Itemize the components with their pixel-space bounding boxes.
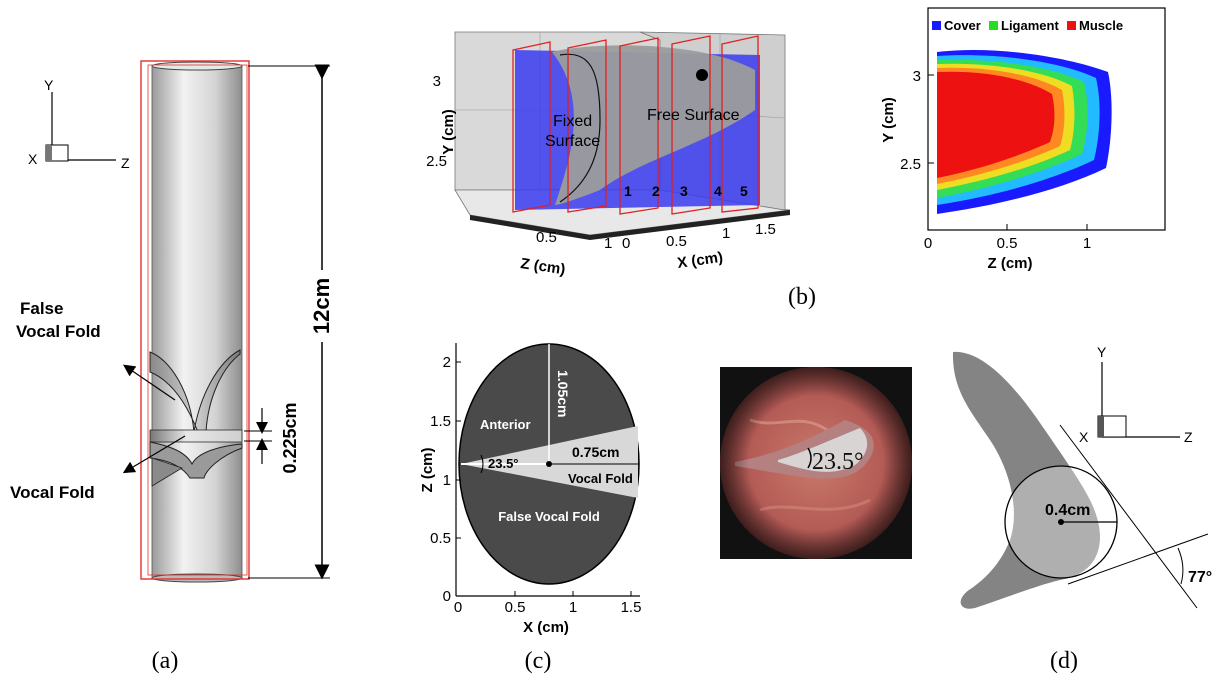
x-tick: 0.5 bbox=[666, 233, 687, 250]
y-tick: 1.5 bbox=[430, 413, 451, 430]
x-axis-label: Z (cm) bbox=[988, 255, 1033, 272]
panel-label-c: (c) bbox=[525, 648, 552, 674]
length-dimension: 12cm bbox=[248, 64, 334, 580]
panel-label-d: (d) bbox=[1050, 648, 1078, 674]
y-axis-label: Z (cm) bbox=[419, 447, 436, 492]
legend-swatch-ligament bbox=[989, 21, 998, 30]
x-tick: 1 bbox=[569, 599, 577, 616]
x-tick: 1.5 bbox=[755, 221, 776, 238]
tube-cylinder bbox=[140, 60, 250, 583]
axis-y-label: Y bbox=[1097, 344, 1107, 360]
y-tick: 2.5 bbox=[426, 153, 447, 170]
anterior-label: Anterior bbox=[480, 417, 531, 432]
section-legend: Cover Ligament Muscle bbox=[932, 18, 1123, 33]
legend-swatch-muscle bbox=[1067, 21, 1076, 30]
fold-surface bbox=[552, 45, 755, 206]
x-axis-label: X (cm) bbox=[676, 249, 724, 272]
gap-label: 0.225cm bbox=[280, 402, 300, 473]
slice-planes bbox=[512, 35, 759, 215]
x-axis-label: X (cm) bbox=[523, 619, 569, 636]
legend-label: Muscle bbox=[1079, 18, 1123, 33]
muscle-layer bbox=[937, 71, 1055, 178]
x-tick: 0 bbox=[924, 235, 932, 252]
false-vocal-fold-profile bbox=[952, 351, 1100, 609]
false-vocal-fold-label-1: False bbox=[20, 299, 63, 318]
x-tick: 0.5 bbox=[505, 599, 526, 616]
fixed-surface-label-1: Fixed bbox=[553, 113, 592, 130]
z-axis-label: Z (cm) bbox=[519, 255, 566, 278]
y-tick: 0.5 bbox=[430, 530, 451, 547]
free-surface-label: Free Surface bbox=[647, 107, 740, 124]
axis-z-label: Z bbox=[1184, 429, 1193, 445]
x-tick: 1.5 bbox=[621, 599, 642, 616]
false-vocal-fold-pointer bbox=[123, 364, 176, 401]
laryngoscope-photo: 23.5° bbox=[720, 367, 912, 559]
vocal-fold-shape bbox=[149, 429, 243, 487]
y-tick: 1 bbox=[443, 472, 451, 489]
vocal-fold-label: Vocal Fold bbox=[568, 471, 633, 486]
panel-c: Anterior 23.5° 1.05cm 0.75cm Vocal Fold … bbox=[419, 343, 641, 674]
axis-triad-d: Y X Z bbox=[1079, 344, 1193, 445]
axis-y-label: Y bbox=[44, 77, 54, 93]
panel-b-section: Cover Ligament Muscle 3 2.5 Y (cm) 0 0.5… bbox=[880, 7, 1166, 272]
y-tick: 3 bbox=[433, 73, 441, 90]
panel-a: Y X Z 12cm bbox=[10, 60, 334, 674]
slice-number: 3 bbox=[680, 183, 688, 199]
fixed-surface-label-2: Surface bbox=[545, 133, 600, 150]
y-tick: 0 bbox=[443, 588, 451, 605]
photo-angle-label: 23.5° bbox=[812, 449, 864, 475]
x-tick: 0 bbox=[622, 235, 630, 252]
radius-vertical-label: 1.05cm bbox=[555, 370, 571, 417]
radius-label: 0.4cm bbox=[1045, 502, 1090, 519]
false-vocal-fold-label-2: Vocal Fold bbox=[16, 322, 101, 341]
x-tick: 1 bbox=[722, 225, 730, 242]
x-tick: 1 bbox=[1083, 235, 1091, 252]
legend-label: Ligament bbox=[1001, 18, 1059, 33]
axis-x-label: X bbox=[1079, 429, 1089, 445]
monitor-point bbox=[696, 69, 708, 81]
panel-b-3d: Fixed Surface Free Surface 1 2 3 4 5 3 2… bbox=[426, 31, 791, 278]
radius-horizontal-label: 0.75cm bbox=[572, 444, 619, 460]
angle-label: 23.5° bbox=[488, 456, 519, 471]
slice-numbers: 1 2 3 4 5 bbox=[624, 183, 748, 199]
false-vocal-fold-label: False Vocal Fold bbox=[498, 509, 600, 524]
y-axis-label: Y (cm) bbox=[880, 97, 897, 143]
vocal-fold-label: Vocal Fold bbox=[10, 483, 95, 502]
slice-number: 2 bbox=[652, 183, 660, 199]
false-vocal-fold-shape bbox=[149, 349, 241, 433]
x-tick: 0.5 bbox=[997, 235, 1018, 252]
length-label: 12cm bbox=[309, 278, 334, 334]
slice-number: 5 bbox=[740, 183, 748, 199]
slice-number: 4 bbox=[714, 183, 722, 199]
legend-label: Cover bbox=[944, 18, 981, 33]
y-axis-label: Y (cm) bbox=[440, 109, 457, 155]
z-tick: 1 bbox=[604, 235, 612, 252]
vocal-fold-pointer bbox=[122, 435, 186, 474]
panel-d: Y X Z 0.4cm 77° (d) bbox=[952, 344, 1212, 674]
axis-z-label: Z bbox=[121, 155, 130, 171]
x-tick: 0 bbox=[454, 599, 462, 616]
y-tick: 2.5 bbox=[900, 156, 921, 173]
axis-x-label: X bbox=[28, 151, 38, 167]
legend-swatch-cover bbox=[932, 21, 941, 30]
gap-dimension: 0.225cm bbox=[244, 402, 300, 474]
y-tick: 3 bbox=[913, 68, 921, 85]
slice-number: 1 bbox=[624, 183, 632, 199]
z-tick: 0.5 bbox=[536, 229, 557, 246]
y-tick: 2 bbox=[443, 354, 451, 371]
angle-label: 77° bbox=[1188, 569, 1212, 586]
axis-triad-a: Y X Z bbox=[28, 77, 130, 171]
panel-label-b: (b) bbox=[788, 284, 816, 310]
panel-label-a: (a) bbox=[152, 648, 179, 674]
